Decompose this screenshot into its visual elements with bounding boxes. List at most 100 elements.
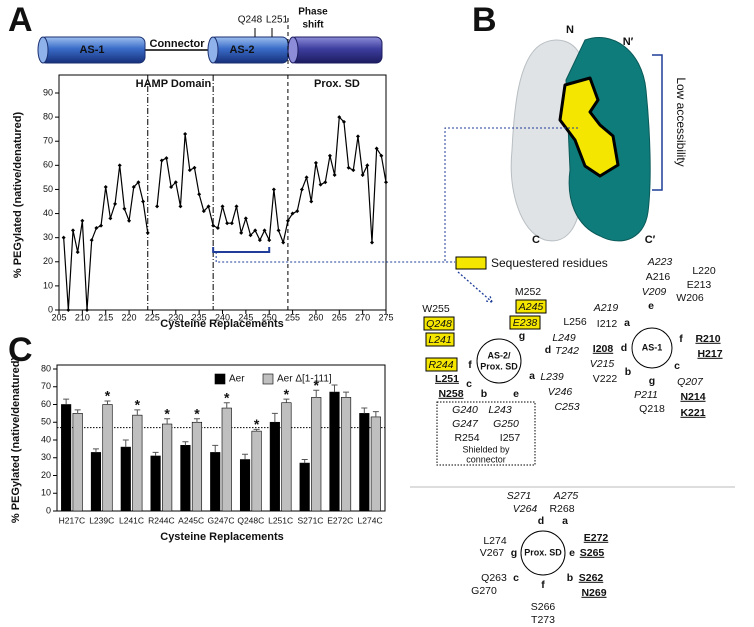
residue: A275	[553, 490, 579, 502]
error-bar	[253, 428, 260, 432]
highlight	[509, 315, 541, 330]
bar	[150, 455, 161, 512]
panel-label: C	[8, 331, 33, 369]
residue: L241	[428, 334, 451, 346]
residue: P211	[634, 389, 658, 401]
heptad: g	[511, 547, 517, 559]
x-tick-label: 255	[285, 312, 300, 322]
data-point	[337, 115, 342, 120]
note: Shielded by	[462, 444, 510, 454]
bar	[191, 421, 203, 512]
y-tick-label: 50	[43, 184, 53, 194]
residue: T242	[555, 345, 579, 357]
y-tick-label: 10	[43, 280, 53, 290]
y-tick-label: 80	[43, 111, 53, 121]
error-bar	[343, 391, 350, 398]
residue: L249	[552, 332, 576, 344]
data-point	[173, 180, 178, 185]
data-line	[63, 115, 387, 311]
block-label: AS-2	[229, 44, 254, 56]
domain-diagram: AS-1 Connector AS-2 Q248 L251 Phase shif…	[37, 7, 383, 68]
significance: *	[284, 386, 290, 402]
y-tick-label: 70	[43, 136, 53, 146]
data-point	[75, 250, 80, 255]
data-point	[122, 206, 127, 211]
heptad: b	[567, 572, 573, 584]
x-tick-label: A245C	[178, 515, 204, 525]
y-axis-title: % PEGylated (native/denatured)	[10, 357, 22, 524]
x-tick-label: G247C	[208, 515, 235, 525]
y-tick-label: 60	[41, 399, 51, 409]
legend-swatch	[455, 256, 487, 270]
significance: *	[224, 389, 230, 405]
heptad: e	[648, 300, 654, 312]
phase-label: Phase	[298, 7, 328, 18]
data-point	[276, 228, 281, 233]
terminus-label: N	[566, 24, 574, 36]
data-point	[379, 153, 384, 158]
error-bar	[242, 453, 249, 460]
residue: W206	[676, 292, 704, 304]
data-point	[99, 223, 104, 228]
cap	[37, 36, 49, 64]
y-tick-label: 40	[43, 208, 53, 218]
wheel-circle	[631, 327, 673, 369]
highlight	[425, 332, 455, 347]
terminus-label: C	[532, 234, 540, 246]
helical-wheel: AS-1 e a f d c b g A223 A216 L220 E213 V…	[590, 256, 723, 419]
wheel-center: Prox. SD	[524, 547, 562, 557]
residue: V264	[513, 503, 538, 515]
data-point	[211, 223, 216, 228]
y-tick-label: 30	[41, 452, 51, 462]
data-point	[159, 158, 164, 163]
prox-block	[289, 36, 383, 64]
helical-wheel: Prox. SD d a g e c b f S271 A275 V264 R2…	[471, 490, 608, 626]
data-point	[365, 163, 370, 168]
heptad: d	[538, 515, 544, 527]
data-point	[313, 160, 318, 165]
residue: T273	[531, 614, 555, 626]
data-point	[183, 131, 188, 136]
data-point	[281, 240, 286, 245]
data-point	[384, 180, 388, 185]
bar	[239, 459, 251, 512]
marker-label: L251	[266, 15, 289, 26]
data-point	[262, 228, 267, 233]
data-point	[248, 233, 253, 238]
x-tick-label: L274C	[358, 515, 383, 525]
residue: A219	[593, 302, 619, 314]
x-tick-label: Q248C	[237, 515, 264, 525]
residue: I257	[500, 432, 521, 444]
data-point	[131, 185, 136, 190]
x-axis-title: Cysteine Replacements	[160, 531, 284, 543]
heptad: c	[674, 360, 680, 372]
x-tick-label: 250	[262, 312, 277, 322]
data-point	[164, 156, 169, 161]
residue: Q263	[481, 572, 507, 584]
data-point	[355, 134, 360, 139]
highlight	[423, 316, 455, 331]
significance: *	[313, 377, 319, 393]
error-bar	[313, 389, 320, 398]
data-point	[80, 218, 85, 223]
panel-label: A	[8, 1, 33, 39]
heptad: a	[562, 515, 568, 527]
data-point	[267, 238, 272, 243]
bar	[370, 416, 381, 512]
x-tick-label: 260	[308, 312, 323, 322]
residue: S266	[531, 601, 556, 613]
data-point	[215, 226, 220, 231]
residue: L243	[488, 404, 512, 416]
data-point	[323, 180, 328, 185]
data-point	[374, 146, 379, 151]
residue: V209	[642, 286, 667, 298]
bar	[359, 413, 370, 512]
data-point	[295, 209, 300, 214]
residue: K221	[680, 407, 705, 419]
bar	[281, 402, 292, 512]
residue: L274	[483, 535, 507, 547]
accessibility-label: Low accessibility	[674, 77, 688, 166]
x-tick-label: E272C	[327, 515, 353, 525]
bar	[120, 446, 131, 512]
residue: L251	[435, 373, 459, 385]
